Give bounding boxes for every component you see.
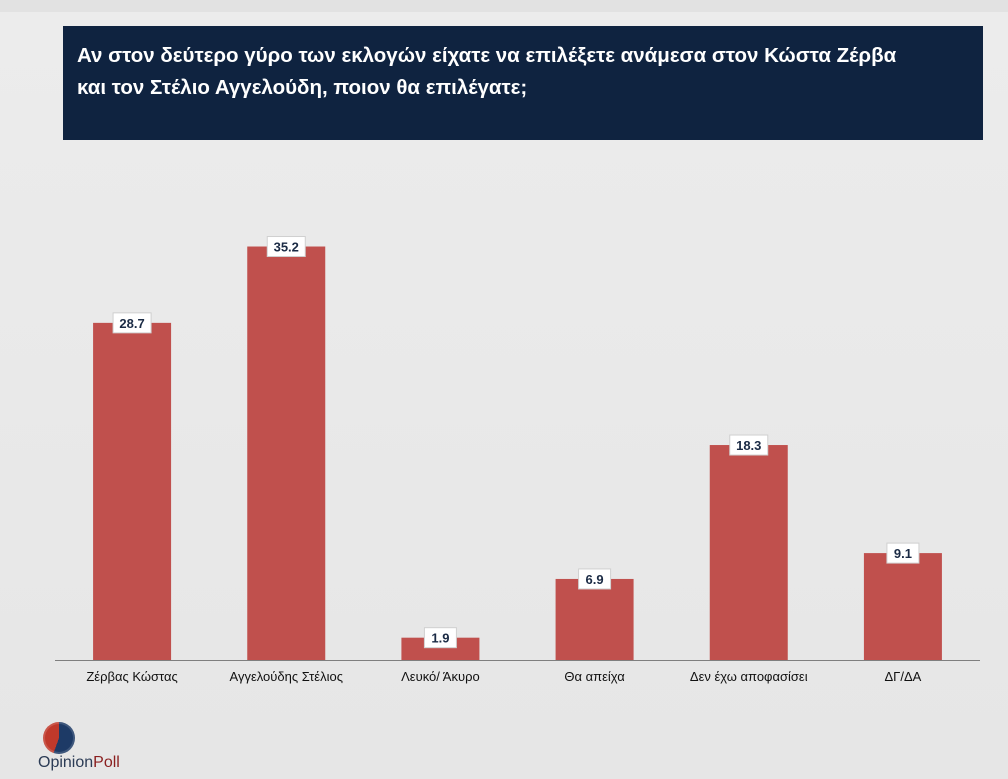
category-label-4: Θα απείχα bbox=[564, 669, 625, 684]
chart-title-line-2: και τον Στέλιο Αγγελούδη, ποιον θα επιλέ… bbox=[77, 76, 528, 99]
logo-wordmark: OpinionPoll bbox=[38, 754, 120, 772]
top-strip bbox=[0, 0, 1008, 12]
bar-1 bbox=[93, 322, 172, 660]
logo-word-poll: Poll bbox=[93, 754, 120, 771]
data-label-6: 9.1 bbox=[894, 546, 912, 561]
bar-2 bbox=[247, 246, 326, 660]
bar-3 bbox=[401, 637, 480, 660]
data-label-4: 6.9 bbox=[586, 572, 604, 587]
category-label-6: ΔΓ/ΔΑ bbox=[885, 669, 922, 684]
category-label-1: Ζέρβας Κώστας bbox=[86, 669, 177, 684]
bar-6 bbox=[863, 553, 942, 660]
chart-title-line-1: Αν στον δεύτερο γύρο των εκλογών είχατε … bbox=[77, 44, 897, 67]
data-label-box-3 bbox=[423, 627, 457, 649]
data-label-3: 1.9 bbox=[431, 631, 449, 646]
data-label-box-4 bbox=[578, 568, 612, 590]
data-label-2: 35.2 bbox=[274, 240, 299, 255]
bar-5 bbox=[709, 445, 788, 660]
category-label-5: Δεν έχω αποφασίσει bbox=[690, 669, 808, 684]
category-label-2: Αγγελούδης Στέλιος bbox=[230, 669, 343, 684]
bar-4 bbox=[555, 578, 634, 660]
logo-word-opinion: Opinion bbox=[38, 754, 94, 771]
data-label-box-2 bbox=[266, 236, 306, 258]
logo-circle-icon bbox=[43, 722, 75, 754]
category-label-3: Λευκό/ Άκυρο bbox=[401, 669, 480, 684]
chart-title-box: Αν στον δεύτερο γύρο των εκλογών είχατε … bbox=[63, 26, 983, 140]
opinion-poll-logo: OpinionPoll bbox=[38, 720, 120, 776]
data-label-box-1 bbox=[112, 312, 152, 334]
data-label-box-6 bbox=[886, 542, 920, 564]
data-label-5: 18.3 bbox=[736, 438, 761, 453]
data-label-1: 28.7 bbox=[119, 316, 144, 331]
data-label-box-5 bbox=[729, 434, 769, 456]
